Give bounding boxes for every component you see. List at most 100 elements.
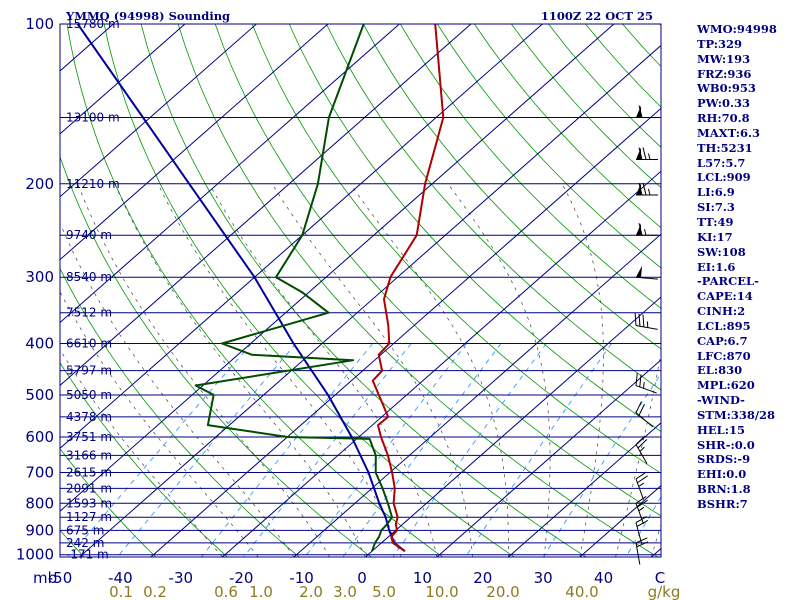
moist-adiabat: [615, 350, 661, 557]
wind-barb: [636, 223, 658, 236]
barb-full: [635, 401, 642, 413]
index-line: HEL:15: [697, 422, 745, 437]
dry-adiabat: [140, 24, 587, 557]
moist-adiabat: [60, 222, 295, 557]
barb-half: [639, 446, 645, 452]
temperature-axis-labels: -50 -40 -30 -20 -10 0 10 20 30 40: [48, 569, 613, 587]
height-label: 1593 m: [66, 496, 112, 510]
isotherm-line: [436, 359, 661, 557]
barb-half: [644, 229, 647, 236]
index-line: LCL:895: [697, 318, 751, 333]
dry-adiabat: [177, 24, 659, 557]
index-line: LI:6.9: [697, 185, 735, 200]
height-labels: 15780 m 13100 m 11210 m 9740 m 8540 m 7512 m 6…: [66, 17, 120, 562]
temperature-line: [371, 24, 445, 553]
dewpoint-line: [194, 24, 393, 552]
height-label: 7512 m: [66, 306, 112, 320]
index-line: PW:0.33: [697, 96, 751, 111]
height-label: 8540 m: [66, 270, 112, 284]
barb-half: [643, 382, 645, 389]
temperature-tick-label: 40: [594, 569, 613, 587]
moist-adiabat: [447, 183, 551, 557]
isotherm-line: [60, 24, 472, 387]
index-line: MW:193: [697, 51, 751, 66]
mixing-ratio-line: [201, 343, 374, 557]
mixing-ratio-line: [68, 343, 252, 557]
mixing-ratio-unit-label: g/kg: [648, 583, 681, 600]
barb-full: [638, 403, 645, 416]
barb-staff: [635, 276, 658, 280]
height-label: 1127 m: [66, 510, 112, 524]
pressure-axis-labels: 100 200 300 400 500 600 700 800 900 1000: [16, 15, 54, 564]
index-line: TP:329: [697, 36, 743, 51]
mixing-ratio-line: [304, 343, 468, 557]
dry-adiabat: [60, 448, 157, 557]
isotherm-line: [222, 170, 661, 557]
isotherm-line: [60, 24, 615, 512]
height-label: 5050 m: [66, 388, 112, 402]
index-line: KI:17: [697, 229, 733, 244]
index-line: CAP:6.7: [697, 333, 748, 348]
height-label: 3166 m: [66, 448, 112, 462]
wind-barb: [635, 373, 657, 394]
pressure-label: 500: [25, 386, 54, 404]
index-line: CAPE:14: [697, 289, 753, 304]
height-label: 15780 m: [66, 17, 120, 31]
moist-adiabat: [60, 348, 223, 557]
index-line: L57:5.7: [697, 155, 746, 170]
mixing-ratio-tick-label: 0.1: [109, 583, 133, 600]
height-label: 4378 m: [66, 410, 112, 424]
height-label: 11210 m: [66, 177, 120, 191]
wind-barb: [636, 182, 658, 196]
index-line: SW:108: [697, 244, 746, 259]
station-title: YMMQ (94998) Sounding: [65, 9, 230, 23]
barb-half: [648, 188, 651, 196]
height-label: 13100 m: [66, 110, 120, 124]
index-line: SHR-:0.0: [697, 437, 755, 452]
mixing-ratio-line: [392, 343, 547, 557]
barb-full: [635, 435, 646, 445]
barb-full: [637, 439, 648, 449]
barb-full: [635, 471, 647, 480]
height-label: 2091 m: [66, 481, 112, 495]
moist-adiabat: [271, 183, 473, 557]
mixing-ratio-lines: [68, 343, 661, 557]
mixing-ratio-tick-label: 0.6: [214, 583, 238, 600]
height-label: 9740 m: [66, 228, 112, 242]
isotherm-line: [79, 44, 661, 557]
index-line: -PARCEL-: [697, 274, 759, 289]
mixing-ratio-tick-label: 20.0: [486, 583, 519, 600]
barb-full: [638, 182, 643, 196]
index-line: TH:5231: [697, 140, 753, 155]
temperature-tick-label: 30: [534, 569, 553, 587]
dewpoint-profile: [194, 24, 393, 552]
index-line: WB0:953: [697, 81, 756, 96]
index-line: RH:70.8: [697, 111, 750, 126]
temperature-tick-label: 10: [413, 569, 432, 587]
wind-barb: [635, 435, 648, 464]
index-line: EI:1.6: [697, 259, 736, 274]
index-line: TT:49: [697, 214, 734, 229]
index-line: SI:7.3: [697, 200, 735, 215]
dry-adiabat: [66, 24, 443, 557]
temperature-profile: [371, 24, 445, 553]
isotherms: [60, 24, 661, 557]
mixing-ratio-line: [542, 372, 661, 557]
temperature-tick-label: 0: [357, 569, 367, 587]
barb-half: [648, 153, 651, 160]
barb-full: [638, 223, 643, 236]
moist-adiabats: [60, 183, 661, 557]
height-label: 242 m: [66, 536, 104, 550]
celsius-unit-label: C: [655, 569, 665, 587]
temperature-tick-label: -50: [48, 569, 73, 587]
index-line: FRZ:936: [697, 66, 752, 81]
barb-full: [636, 541, 649, 548]
pressure-label: 400: [25, 335, 54, 353]
wind-barb: [634, 313, 658, 330]
barb-full: [636, 520, 649, 527]
dry-adiabat: [251, 24, 661, 474]
isotherm-line: [150, 107, 661, 557]
isotherm-line: [60, 24, 543, 449]
